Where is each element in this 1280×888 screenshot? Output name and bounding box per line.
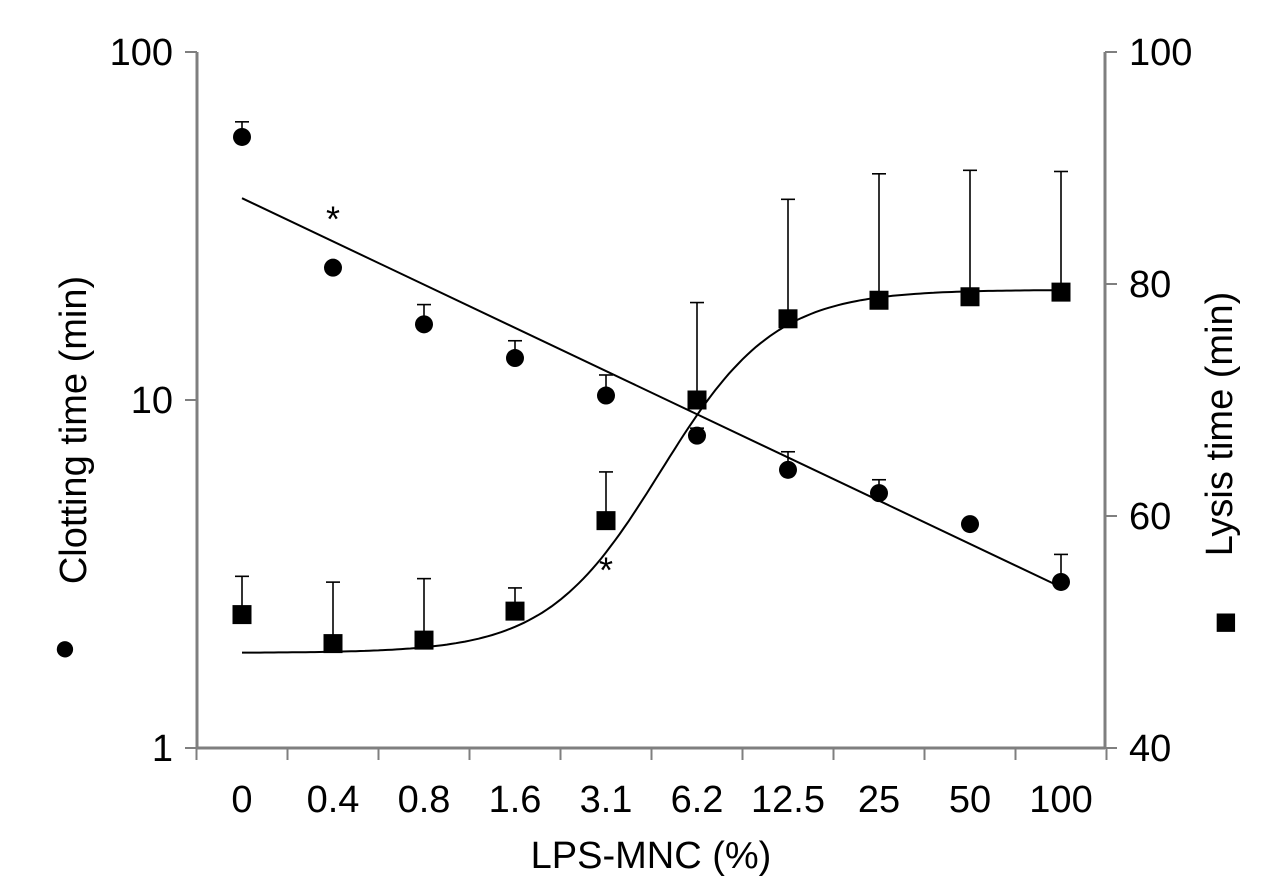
x-tick-label: 0.4 [307, 779, 360, 821]
left-y-tick-label: 1 [152, 728, 173, 770]
clotting-point [324, 258, 342, 277]
x-tick-label: 25 [858, 779, 900, 821]
clotting-point [779, 460, 797, 479]
x-tick-label: 3.1 [580, 779, 633, 821]
left-y-tick-label: 10 [131, 380, 173, 422]
clotting-trend-line [241, 197, 1062, 589]
left-y-tick-label: 100 [110, 32, 173, 74]
lysis-point [232, 605, 252, 625]
lysis-point [687, 390, 707, 410]
lysis-trend-line [242, 289, 1061, 654]
left-axis-title-group: Clotting time (min) [53, 276, 95, 584]
right-y-tick-label: 40 [1129, 728, 1171, 770]
clotting-point [233, 127, 251, 146]
clotting-point [870, 484, 888, 503]
x-tick-label: 50 [949, 779, 991, 821]
left-legend-circle-icon: ● [54, 627, 77, 669]
x-tick-label: 6.2 [671, 779, 724, 821]
clotting-point [506, 349, 524, 368]
lysis-point [414, 630, 434, 650]
clotting-point [415, 315, 433, 334]
lysis-point [505, 601, 525, 621]
right-legend-square-icon: ■ [1215, 601, 1238, 643]
x-tick-label: 12.5 [751, 779, 825, 821]
right-axis-title-group: Lysis time (min) [1199, 292, 1241, 557]
left-axis-title: Clotting time (min) [53, 276, 95, 584]
clotting-point [1052, 572, 1070, 591]
lysis-point [1051, 282, 1071, 302]
x-tick-label: 0 [231, 779, 252, 821]
right-axis-title: Lysis time (min) [1199, 292, 1241, 557]
clotting-point [688, 426, 706, 445]
x-axis-title: LPS-MNC (%) [531, 835, 772, 877]
right-y-tick-label: 80 [1129, 264, 1171, 306]
clotting-point [597, 386, 615, 405]
x-tick-label: 1.6 [489, 779, 542, 821]
significance-asterisk: * [599, 550, 613, 591]
lysis-point [869, 290, 889, 310]
right-y-tick-label: 100 [1129, 32, 1192, 74]
x-tick-label: 0.8 [398, 779, 451, 821]
significance-asterisk: * [326, 199, 340, 240]
x-tick-label: 100 [1029, 779, 1092, 821]
lysis-point [778, 309, 798, 329]
lysis-point [596, 511, 616, 531]
lysis-point [323, 634, 343, 654]
right-y-tick-label: 60 [1129, 496, 1171, 538]
clotting-point [961, 515, 979, 534]
lysis-point [960, 287, 980, 307]
